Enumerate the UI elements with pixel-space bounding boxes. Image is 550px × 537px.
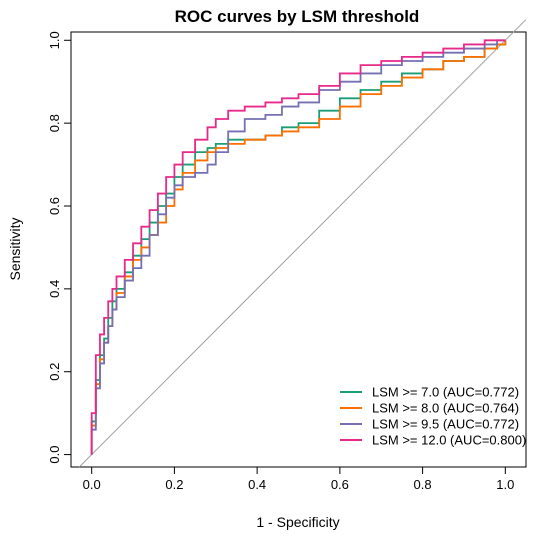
reference-layer [78,19,527,468]
y-axis: 0.0 0.2 0.4 0.6 0.8 1.0 [47,31,72,464]
x-tick-label: 0.2 [165,477,183,492]
chart-title: ROC curves by LSM threshold [175,7,420,26]
x-axis-label: 1 - Specificity [256,514,339,530]
y-tick-label: 0.8 [47,114,62,132]
reference-diagonal-line [78,19,527,468]
y-tick-label: 1.0 [47,31,62,49]
series-layer [90,39,507,455]
y-tick-label: 0.4 [47,280,62,298]
x-axis: 0.0 0.2 0.4 0.6 0.8 1.0 [83,466,514,492]
x-tick-label: 0.6 [331,477,349,492]
y-tick-label: 0.2 [47,363,62,381]
legend-label: LSM >= 9.5 (AUC=0.772) [372,417,519,432]
roc-curve-series-4 [90,39,506,455]
x-tick-label: 0.0 [83,477,101,492]
x-tick-label: 0.4 [248,477,266,492]
legend: LSM >= 7.0 (AUC=0.772)LSM >= 8.0 (AUC=0.… [340,385,526,448]
legend-label: LSM >= 7.0 (AUC=0.772) [372,385,519,400]
legend-label: LSM >= 12.0 (AUC=0.800) [372,433,526,448]
x-tick-label: 1.0 [496,477,514,492]
y-axis-label: Sensitivity [7,217,23,280]
y-tick-label: 0.0 [47,446,62,464]
x-tick-label: 0.8 [414,477,432,492]
y-tick-label: 0.6 [47,197,62,215]
legend-label: LSM >= 8.0 (AUC=0.764) [372,401,519,416]
